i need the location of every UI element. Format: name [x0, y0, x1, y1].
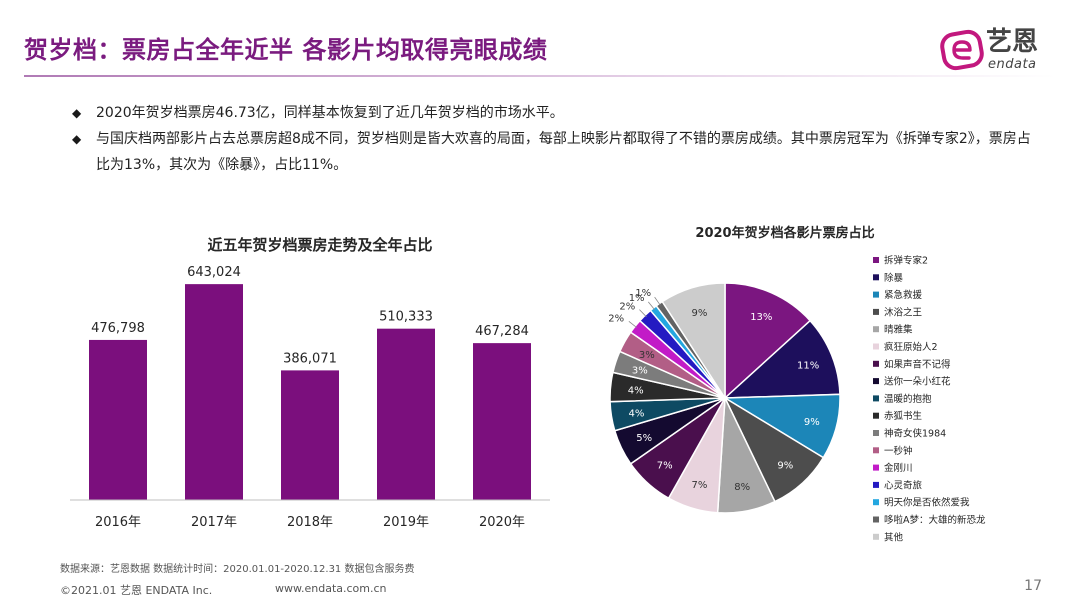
legend-entry: 沐浴之王	[884, 306, 923, 318]
pie-leader-line	[639, 309, 647, 318]
bar	[473, 343, 531, 500]
bar-data-label: 476,798	[91, 321, 145, 336]
legend-entry: 疯狂原始人2	[884, 341, 938, 353]
pie-slice-label: 9%	[804, 417, 820, 428]
legend-swatch	[873, 274, 879, 281]
pie-slice-label: 2%	[619, 301, 635, 312]
legend-swatch	[873, 430, 879, 436]
pie-slice-label: 11%	[797, 360, 819, 371]
legend-swatch	[873, 516, 879, 523]
legend-swatch	[873, 447, 879, 454]
bullet-point-1: 2020年贺岁档票房46.73亿，同样基本恢复到了近几年贺岁档的市场水平。	[72, 100, 1032, 126]
pie-slice-label: 9%	[777, 460, 793, 471]
bar-chart-title: 近五年贺岁档票房走势及全年占比	[207, 236, 432, 254]
data-source-note: 数据来源：艺恩数据 数据统计时间：2020.01.01-2020.12.31 数…	[60, 564, 415, 575]
pie-slice-label: 9%	[692, 308, 708, 319]
pie-leader-line	[628, 320, 637, 328]
page-title: 贺岁档：票房占全年近半 各影片均取得亮眼成绩	[24, 36, 548, 64]
legend-swatch	[873, 481, 879, 488]
pie-slice	[661, 282, 726, 401]
pie-slice-label: 3%	[639, 350, 655, 361]
pie-slice-label: 4%	[629, 408, 645, 419]
legend-swatch	[873, 360, 879, 367]
legend-swatch	[873, 412, 879, 419]
pie-slice-label: 13%	[750, 312, 772, 323]
legend-entry: 其他	[884, 531, 904, 543]
pie-slice-label: 1%	[635, 288, 651, 299]
x-tick-label: 2018年	[287, 515, 333, 530]
legend-swatch	[873, 464, 879, 471]
legend-swatch	[873, 291, 879, 298]
legend-entry: 晴雅集	[884, 324, 913, 336]
pie-slice	[722, 319, 841, 399]
pie-slice-label: 3%	[632, 366, 648, 377]
pie-slice	[724, 282, 812, 400]
bar	[185, 284, 243, 500]
legend-swatch	[873, 499, 879, 506]
pie-slice-label: 2%	[608, 314, 624, 325]
legend-entry: 神奇女侠1984	[884, 428, 946, 440]
logo-text-en: endata	[988, 57, 1037, 72]
film-share-pie-chart: 2020年贺岁档各影片票房占比 13% 11% 9% 9% 8% 7% 7% 5% 4% 4% 3% 3…	[608, 225, 986, 543]
website-url: www.endata.com.cn	[275, 582, 387, 595]
box-office-trend-bar-chart: 近五年贺岁档票房走势及全年占比 476,798 2016年 643,024 2017年 3…	[70, 236, 550, 530]
pie-leader-line	[647, 301, 655, 310]
bullet-point-2: 与国庆档两部影片占去总票房超8成不同，贺岁档则是皆大欢喜的局面，每部上映影片都取…	[72, 126, 1032, 178]
bar	[89, 339, 147, 500]
legend-swatch	[873, 378, 879, 385]
pie-chart-title: 2020年贺岁档各影片票房占比	[695, 225, 874, 241]
legend-swatch	[873, 395, 879, 402]
bar	[281, 370, 339, 500]
page-number: 17	[1024, 578, 1042, 594]
legend-entry: 送你一朵小红花	[884, 376, 951, 388]
legend-entry: 除暴	[884, 272, 904, 284]
bar-data-label: 467,284	[475, 324, 529, 339]
legend-entry: 明天你是否依然爱我	[884, 497, 970, 509]
legend-entry: 哆啦A梦：大雄的新恐龙	[884, 514, 986, 526]
bar-data-label: 386,071	[283, 351, 337, 366]
pie-slice-label: 4%	[628, 385, 644, 396]
summary-bullets: 2020年贺岁档票房46.73亿，同样基本恢复到了近几年贺岁档的市场水平。 与国…	[72, 100, 1032, 178]
pie-leader-line	[654, 296, 661, 306]
x-tick-label: 2016年	[95, 515, 141, 530]
legend-entry: 拆弹专家2	[884, 255, 928, 267]
x-tick-label: 2017年	[191, 515, 237, 530]
legend-entry: 心灵奇旅	[884, 479, 923, 491]
pie-slice-label: 1%	[629, 293, 645, 304]
legend-swatch	[873, 308, 879, 315]
legend-entry: 温暖的抱抱	[884, 393, 932, 405]
pie-slice-label: 8%	[734, 482, 750, 493]
legend-swatch	[873, 343, 879, 350]
endata-logo-icon	[940, 29, 984, 71]
pie-slice-label: 5%	[636, 433, 652, 444]
bar	[377, 328, 435, 500]
legend-swatch	[873, 257, 879, 263]
endata-logo: 艺恩 endata	[940, 28, 1070, 76]
legend-entry: 一秒钟	[884, 445, 913, 457]
title-divider	[24, 75, 1056, 77]
x-tick-label: 2019年	[383, 515, 429, 530]
bar-data-label: 643,024	[187, 265, 241, 280]
legend-entry: 金刚川	[884, 462, 913, 474]
legend-entry: 赤狐书生	[884, 410, 923, 422]
legend-entry: 紧急救援	[884, 289, 923, 301]
copyright-text: ©2021.01 艺恩 ENDATA Inc.	[60, 584, 213, 597]
x-tick-label: 2020年	[479, 515, 525, 530]
legend-swatch	[873, 326, 879, 333]
logo-text-cn: 艺恩	[986, 27, 1039, 57]
pie-slice-label: 7%	[692, 480, 708, 491]
legend-swatch	[873, 533, 879, 540]
legend-entry: 如果声音不记得	[884, 358, 951, 370]
bar-data-label: 510,333	[379, 310, 433, 325]
pie-slice-label: 7%	[657, 460, 673, 471]
